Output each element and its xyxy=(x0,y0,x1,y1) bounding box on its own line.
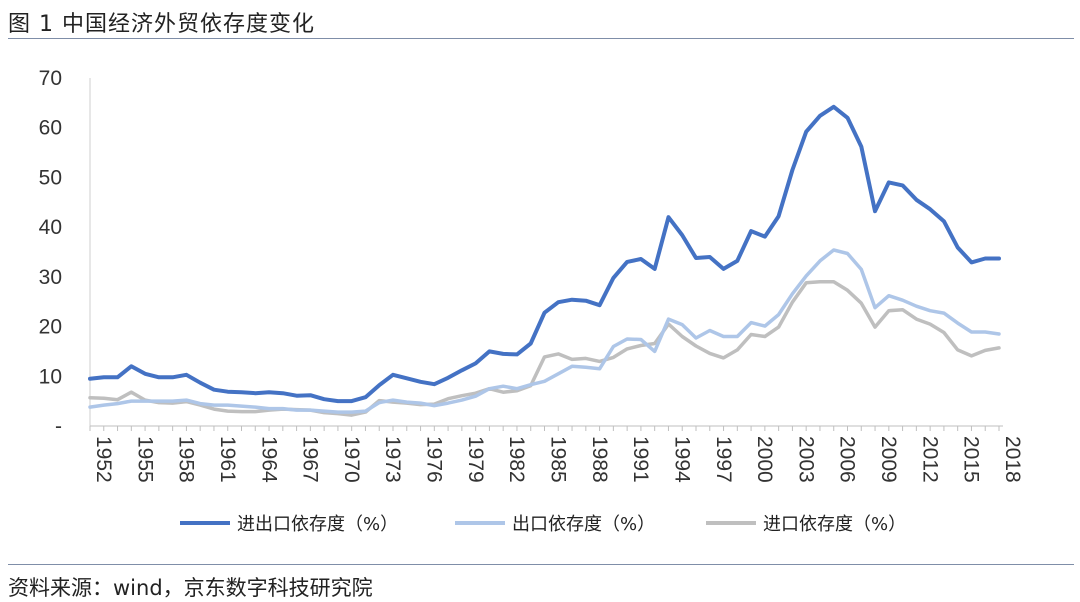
x-tick-label: 1964 xyxy=(257,436,280,483)
y-tick-label: 40 xyxy=(39,216,62,239)
x-tick-label: 1970 xyxy=(340,436,363,483)
x-tick-label: 1979 xyxy=(464,436,487,483)
x-tick-label: 2018 xyxy=(1001,436,1024,483)
x-tick-label: 1991 xyxy=(629,436,652,483)
legend-label: 进出口依存度（%） xyxy=(237,514,398,535)
x-tick-label: 2015 xyxy=(960,436,983,483)
source-divider xyxy=(8,564,1074,565)
x-tick-label: 1967 xyxy=(299,436,322,483)
x-axis: 1952 1955 1958 1961 1964 1967 1970 1973 1976 1979… xyxy=(89,425,1024,483)
x-tick-label: 1961 xyxy=(216,436,239,483)
x-tick-label: 2012 xyxy=(918,436,941,483)
x-tick-label: 1955 xyxy=(133,436,156,483)
x-tick-label: 1973 xyxy=(381,436,404,483)
x-tick-label: 1997 xyxy=(712,436,735,483)
x-tick-label: 1985 xyxy=(547,436,570,483)
series-line-import xyxy=(88,280,1001,417)
series-line-export xyxy=(88,248,1001,414)
legend-label: 出口依存度（%） xyxy=(512,514,655,535)
legend-item-total: 进出口依存度（%） xyxy=(180,514,398,535)
legend-item-export: 出口依存度（%） xyxy=(455,514,655,535)
x-tick-label: 1952 xyxy=(92,436,115,483)
x-tick-label: 2006 xyxy=(836,436,859,483)
title-divider xyxy=(8,38,1074,39)
x-tick-label: 1958 xyxy=(175,436,198,483)
y-tick-label: - xyxy=(55,415,62,438)
y-tick-label: 50 xyxy=(39,166,62,189)
line-chart: - 10 20 30 40 50 60 70 1952 1955 1958 1961 1964 1967… xyxy=(39,67,1024,535)
x-tick-label: 2000 xyxy=(753,436,776,483)
series-layer xyxy=(88,104,1001,417)
source-note: 资料来源：wind，京东数字科技研究院 xyxy=(8,576,373,600)
x-tick-label: 1976 xyxy=(423,436,446,483)
y-tick-label: 60 xyxy=(39,117,62,140)
series-line-total xyxy=(88,104,1001,404)
legend: 进出口依存度（%） 出口依存度（%） 进口依存度（%） xyxy=(180,514,906,535)
y-tick-label: 20 xyxy=(39,316,62,339)
y-axis: - 10 20 30 40 50 60 70 xyxy=(39,67,91,438)
x-tick-label: 1982 xyxy=(505,436,528,483)
figure-title: 图 1 中国经济外贸依存度变化 xyxy=(8,12,315,37)
x-tick-label: 2009 xyxy=(877,436,900,483)
legend-label: 进口依存度（%） xyxy=(763,514,906,535)
x-tick-label: 2003 xyxy=(794,436,817,483)
x-tick-label: 1988 xyxy=(588,436,611,483)
y-tick-label: 10 xyxy=(39,365,62,388)
legend-item-import: 进口依存度（%） xyxy=(706,514,906,535)
y-tick-label: 30 xyxy=(39,266,62,289)
x-tick-label: 1994 xyxy=(670,436,693,483)
y-tick-label: 70 xyxy=(39,67,62,90)
